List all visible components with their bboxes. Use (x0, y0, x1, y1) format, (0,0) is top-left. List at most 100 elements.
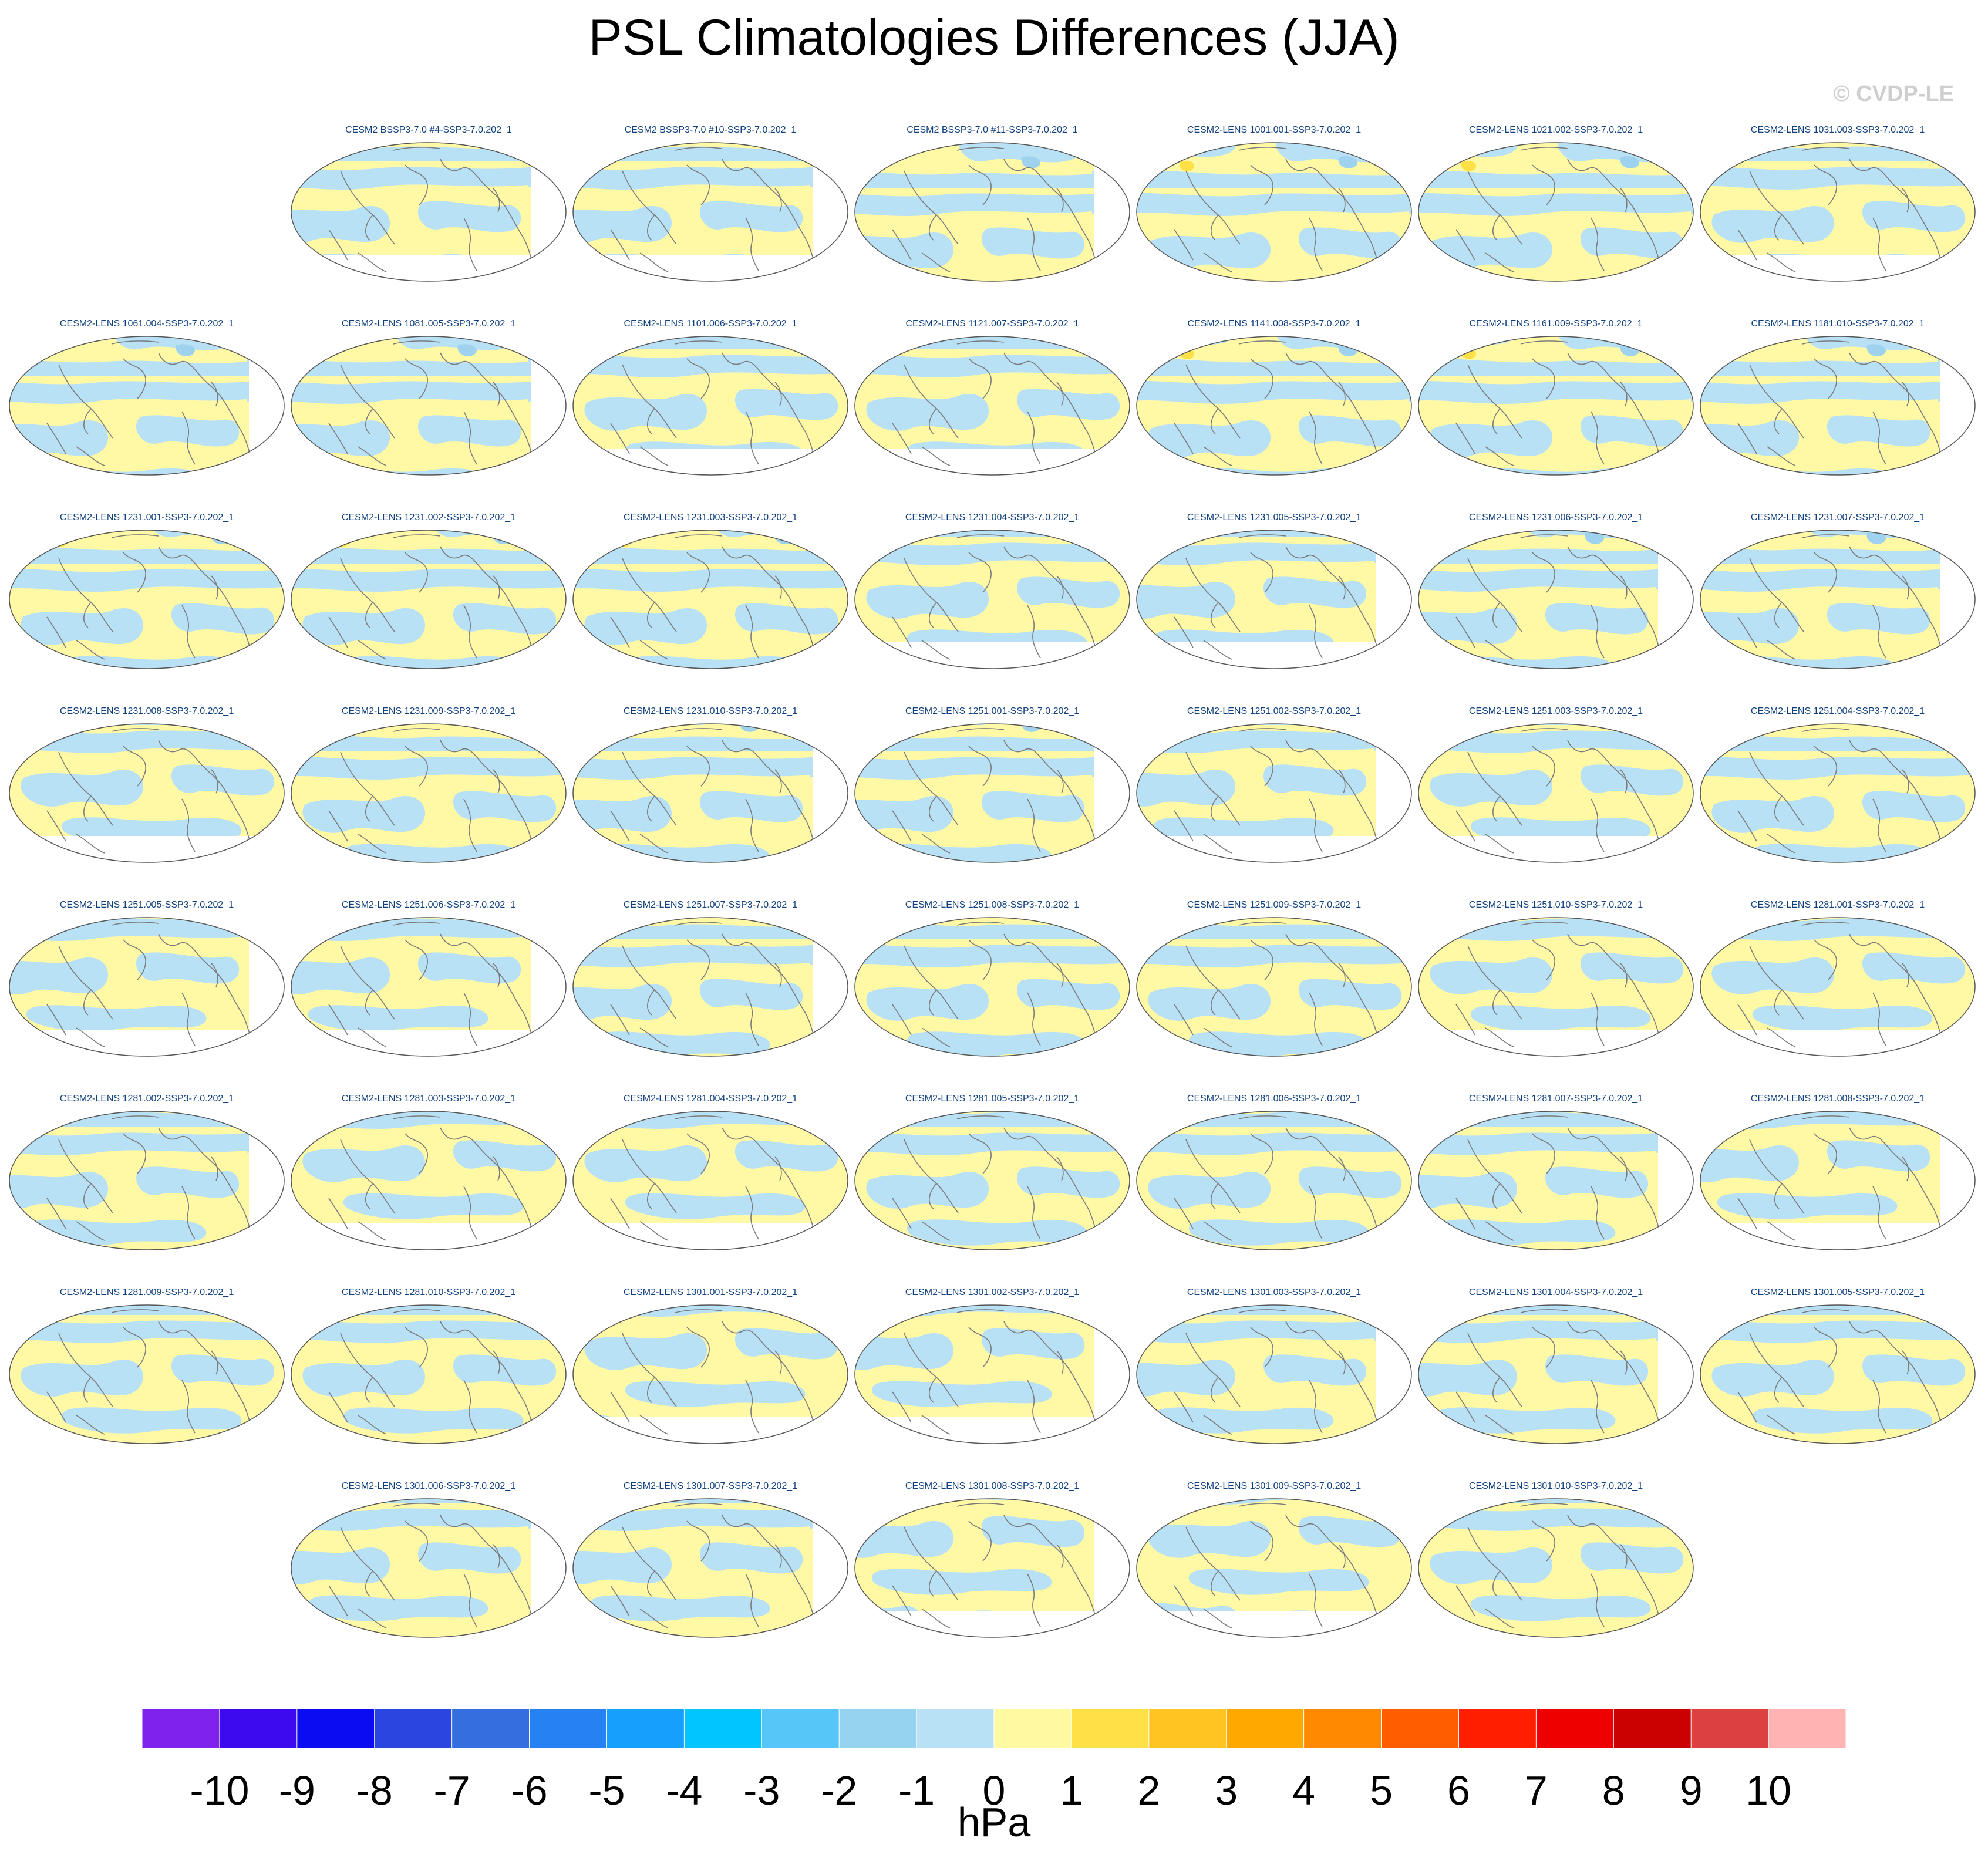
map-panel: CESM2-LENS 1301.005-SSP3-7.0.202_1 (1700, 1287, 1976, 1444)
map-panel: CESM2-LENS 1281.001-SSP3-7.0.202_1 (1700, 900, 1976, 1057)
panel-label: CESM2-LENS 1301.006-SSP3-7.0.202_1 (342, 1481, 515, 1491)
map-outline (1418, 1304, 1694, 1444)
map-outline (572, 917, 848, 1057)
map-panel: CESM2-LENS 1121.007-SSP3-7.0.202_1 (854, 319, 1130, 476)
psl-field (573, 724, 813, 862)
colorbar-swatch (219, 1709, 298, 1748)
psl-field (9, 336, 249, 475)
psl-field (291, 1305, 566, 1444)
colorbar-tick-label: -9 (279, 1768, 315, 1813)
map-panel: CESM2-LENS 1231.005-SSP3-7.0.202_1 (1136, 512, 1412, 669)
psl-field (1137, 724, 1376, 836)
colorbar-swatch (1071, 1709, 1150, 1748)
map-outline (291, 142, 567, 282)
psl-field (855, 1305, 1094, 1417)
map-panel: CESM2-LENS 1301.001-SSP3-7.0.202_1 (572, 1287, 848, 1444)
colorbar-swatch (142, 1709, 220, 1748)
colorbar-swatch (1768, 1709, 1847, 1748)
map-outline (1136, 142, 1412, 282)
psl-field (9, 1111, 249, 1250)
map-outline (1418, 1498, 1694, 1638)
panel-label: CESM2-LENS 1231.010-SSP3-7.0.202_1 (624, 706, 797, 716)
panel-label: CESM2-LENS 1251.005-SSP3-7.0.202_1 (60, 900, 234, 910)
psl-field (1418, 336, 1693, 475)
panel-label: CESM2-LENS 1121.007-SSP3-7.0.202_1 (906, 319, 1079, 329)
map-panel: CESM2-LENS 1281.004-SSP3-7.0.202_1 (572, 1094, 848, 1250)
psl-field (1137, 1305, 1376, 1444)
map-outline (854, 1304, 1130, 1444)
panel-label: CESM2-LENS 1231.003-SSP3-7.0.202_1 (624, 512, 797, 522)
colorbar-tick-label: 1 (1060, 1768, 1083, 1813)
colorbar-swatch (684, 1709, 762, 1748)
colorbar-tick-label: 6 (1447, 1768, 1470, 1813)
map-outline (854, 530, 1130, 669)
map-outline (1136, 336, 1412, 476)
psl-field (855, 1499, 1094, 1611)
colorbar-swatch (1613, 1709, 1692, 1748)
panel-label: CESM2-LENS 1231.008-SSP3-7.0.202_1 (60, 706, 234, 716)
colorbar: -10 -9 -8 -7 -6 -5 -4 -3 -2 -1 0 1 2 3 4 5 6 7 8 9 10 (141, 1709, 1847, 1813)
map-panel: CESM2 BSSP3-7.0 #10-SSP3-7.0.202_1 (572, 125, 848, 282)
panel-label: CESM2-LENS 1001.001-SSP3-7.0.202_1 (1187, 125, 1361, 135)
map-panel: CESM2 BSSP3-7.0 #4-SSP3-7.0.202_1 (291, 125, 567, 282)
map-panel: CESM2-LENS 1231.008-SSP3-7.0.202_1 (9, 706, 285, 863)
psl-field (573, 143, 813, 255)
panel-label: CESM2-LENS 1251.006-SSP3-7.0.202_1 (342, 900, 515, 910)
panel-label: CESM2-LENS 1281.004-SSP3-7.0.202_1 (624, 1094, 797, 1104)
panel-label: CESM2-LENS 1231.001-SSP3-7.0.202_1 (60, 512, 234, 522)
panel-label: CESM2 BSSP3-7.0 #4-SSP3-7.0.202_1 (345, 125, 512, 135)
map-outline (1700, 336, 1976, 476)
psl-field (855, 336, 1130, 449)
panel-label: CESM2-LENS 1281.006-SSP3-7.0.202_1 (1187, 1094, 1361, 1104)
psl-field (1700, 1305, 1975, 1444)
colorbar-tick-label: 0 (983, 1768, 1006, 1813)
map-panel: CESM2-LENS 1281.009-SSP3-7.0.202_1 (9, 1287, 285, 1444)
panel-label: CESM2-LENS 1301.004-SSP3-7.0.202_1 (1469, 1287, 1643, 1297)
panel-label: CESM2-LENS 1021.002-SSP3-7.0.202_1 (1469, 125, 1643, 135)
map-outline (1418, 336, 1694, 476)
colorbar-tick-label: 2 (1137, 1768, 1160, 1813)
colorbar-tick-label: 4 (1292, 1768, 1315, 1813)
map-panel: CESM2-LENS 1301.009-SSP3-7.0.202_1 (1136, 1481, 1412, 1638)
panel-label: CESM2-LENS 1251.001-SSP3-7.0.202_1 (905, 706, 1079, 716)
map-outline (9, 917, 285, 1057)
map-panel: CESM2-LENS 1251.001-SSP3-7.0.202_1 (854, 706, 1130, 863)
map-outline (9, 1111, 285, 1250)
panel-label: CESM2-LENS 1281.007-SSP3-7.0.202_1 (1469, 1094, 1643, 1104)
colorbar-tick-label: 9 (1680, 1768, 1703, 1813)
colorbar-swatch (994, 1709, 1072, 1748)
panel-label: CESM2-LENS 1281.003-SSP3-7.0.202_1 (342, 1094, 515, 1104)
map-panel: CESM2-LENS 1281.005-SSP3-7.0.202_1 (854, 1094, 1130, 1250)
panel-grid: CESM2 BSSP3-7.0 #4-SSP3-7.0.202_1 CESM2 B… (9, 125, 1976, 1638)
psl-field (573, 1111, 848, 1223)
map-panel: CESM2-LENS 1231.004-SSP3-7.0.202_1 (854, 512, 1130, 669)
map-outline (572, 1304, 848, 1444)
psl-field (1418, 1499, 1693, 1637)
psl-field (1700, 143, 1975, 255)
psl-field (855, 724, 1094, 862)
map-outline (291, 1498, 567, 1638)
psl-field (9, 530, 284, 669)
map-panel: CESM2-LENS 1301.004-SSP3-7.0.202_1 (1418, 1287, 1694, 1444)
colorbar-swatch (1691, 1709, 1769, 1748)
psl-field (291, 724, 566, 862)
map-outline (9, 723, 285, 863)
map-outline (9, 530, 285, 669)
panel-label: CESM2-LENS 1301.010-SSP3-7.0.202_1 (1469, 1481, 1643, 1491)
map-outline (1136, 723, 1412, 863)
map-panel: CESM2-LENS 1161.009-SSP3-7.0.202_1 (1418, 319, 1694, 476)
colorbar-tick-label: -1 (898, 1768, 935, 1813)
colorbar-tick-label: 3 (1215, 1768, 1238, 1813)
colorbar-swatch (606, 1709, 685, 1748)
psl-field (1700, 724, 1975, 862)
map-outline (1700, 1111, 1976, 1250)
map-panel: CESM2-LENS 1021.002-SSP3-7.0.202_1 (1418, 125, 1694, 282)
panel-label: CESM2-LENS 1251.010-SSP3-7.0.202_1 (1469, 900, 1643, 910)
map-outline (291, 530, 567, 669)
colorbar-swatch (839, 1709, 917, 1748)
map-panel: CESM2-LENS 1251.002-SSP3-7.0.202_1 (1136, 706, 1412, 863)
panel-label: CESM2-LENS 1301.001-SSP3-7.0.202_1 (624, 1287, 797, 1297)
psl-field (1700, 530, 1940, 669)
map-outline (1418, 1111, 1694, 1250)
colorbar-swatch (1148, 1709, 1227, 1748)
